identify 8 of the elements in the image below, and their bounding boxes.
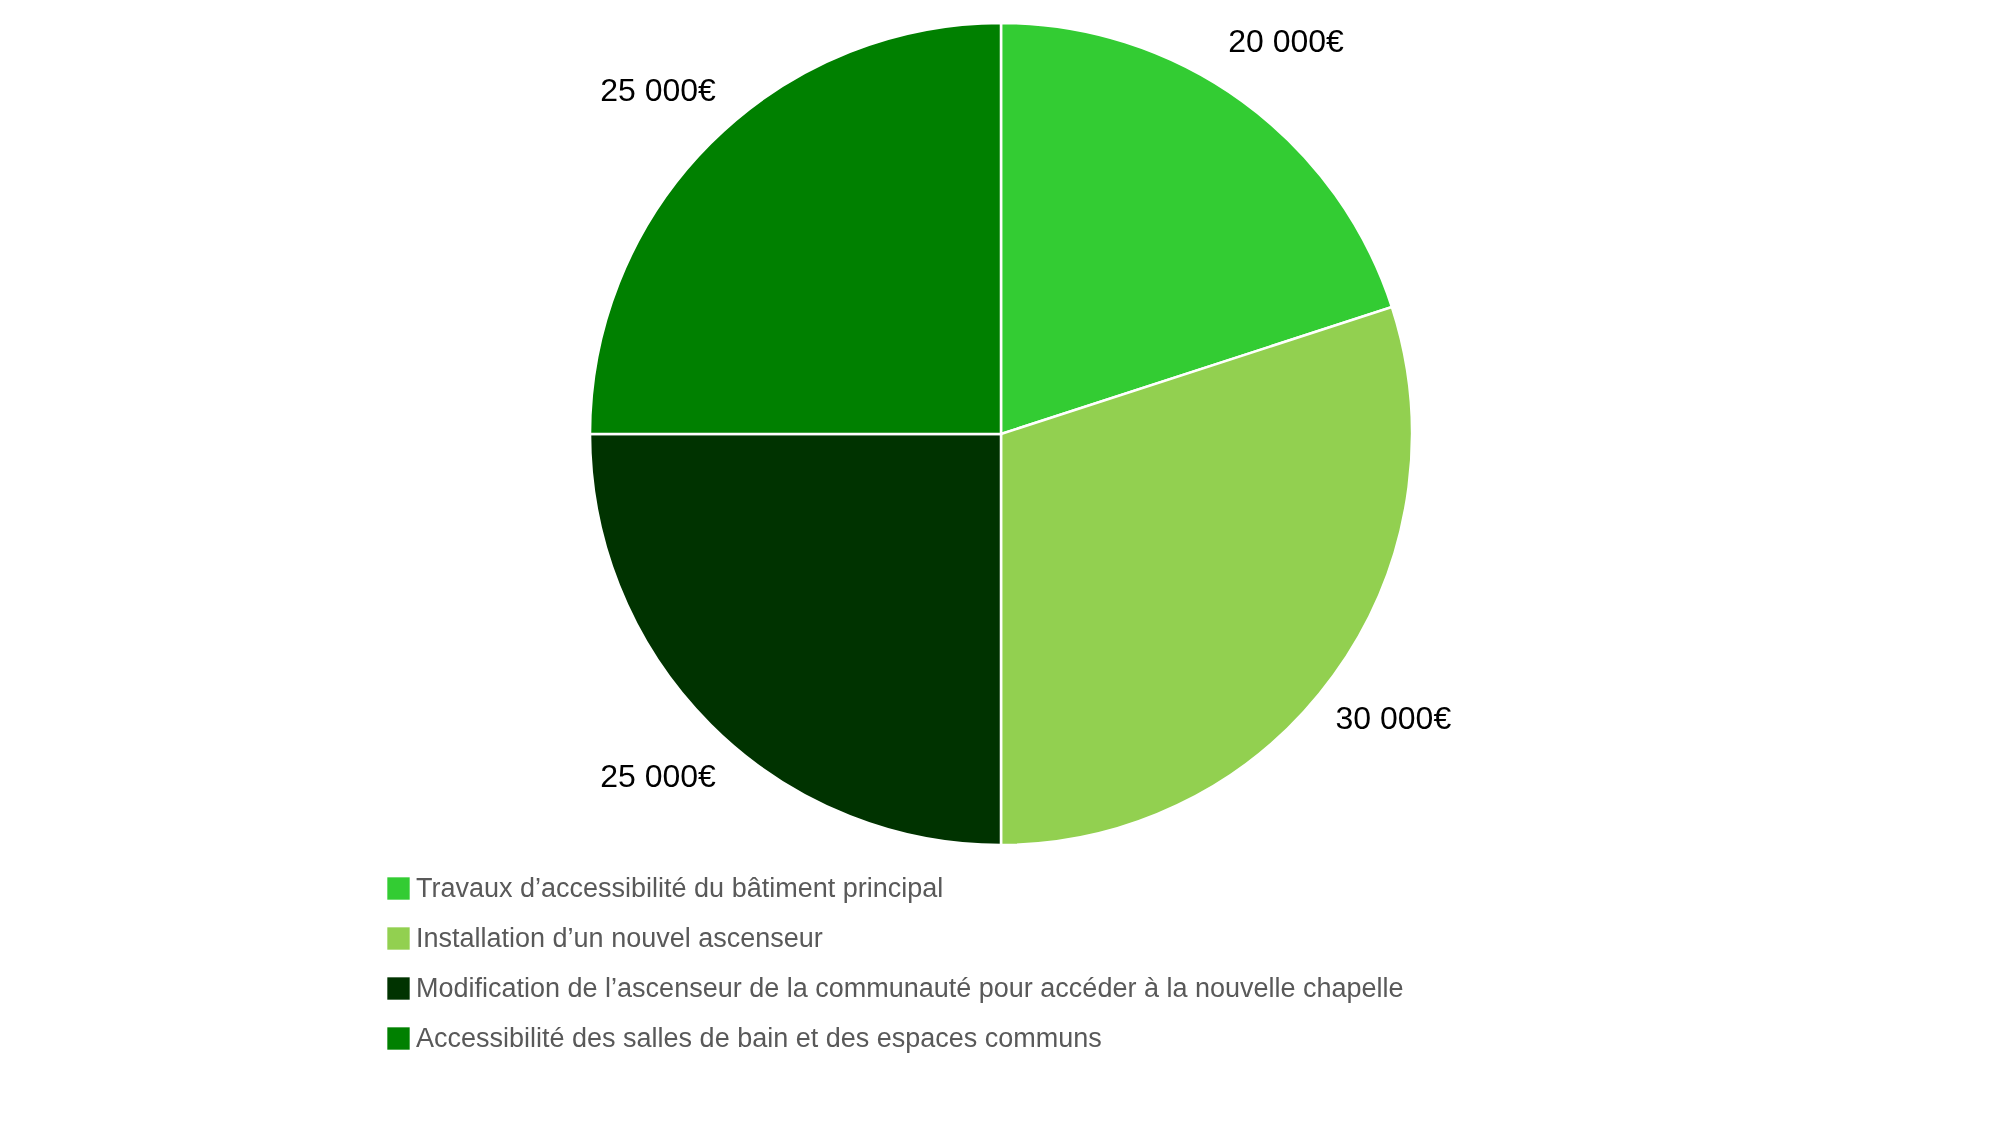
- data-label: 25 000€: [600, 72, 717, 109]
- legend-label: Travaux d’accessibilité du bâtiment principal: [416, 872, 944, 903]
- legend-label: Modification de l’ascenseur de la communauté pour accéder à la nouvelle chapelle: [416, 972, 1404, 1003]
- legend-label: Accessibilité des salles de bain et des espaces communs: [416, 1022, 1102, 1053]
- data-label: 30 000€: [1335, 700, 1452, 737]
- data-label: 20 000€: [1228, 22, 1345, 59]
- legend-label: Installation d’un nouvel ascenseur: [416, 922, 823, 953]
- data-label: 25 000€: [600, 757, 717, 794]
